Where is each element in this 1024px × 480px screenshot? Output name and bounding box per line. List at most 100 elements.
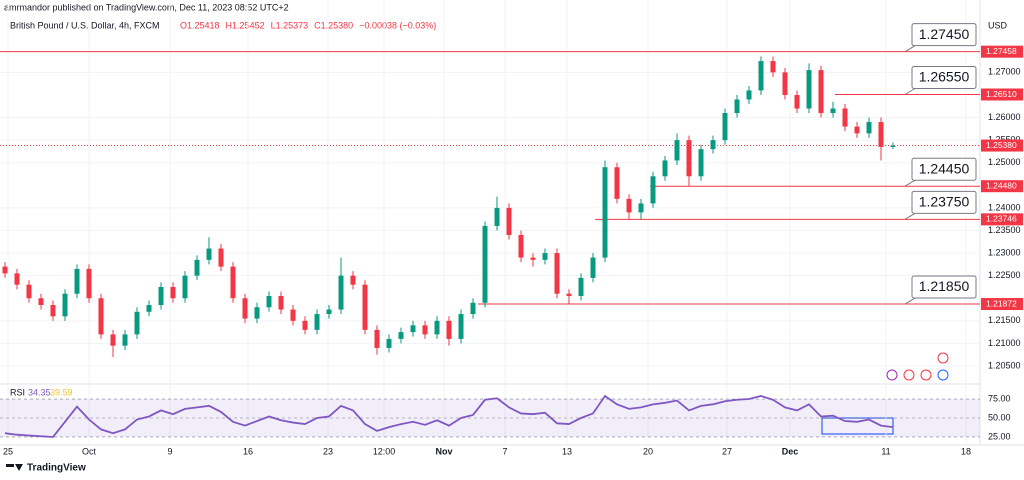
candle-body — [482, 225, 488, 303]
x-tick-label: Nov — [435, 446, 452, 456]
rsi-name: RSI — [10, 387, 25, 397]
candle-body — [650, 176, 656, 204]
x-tick-label: Oct — [82, 446, 97, 456]
callout-text: 1.27450 — [919, 26, 970, 42]
rsi-line — [4, 394, 894, 438]
candle-body — [494, 207, 500, 226]
candle-body — [62, 293, 68, 317]
callout-text: 1.23750 — [919, 194, 970, 210]
y-tick-label: 1.27000 — [988, 67, 1021, 77]
icons — [886, 352, 949, 381]
callout-pointer — [904, 297, 916, 305]
x-tick-label: 12:00 — [373, 446, 396, 456]
candle-body — [158, 286, 164, 306]
symbol: British Pound / U.S. Dollar, 4h, FXCM — [10, 20, 160, 30]
candle-body — [698, 149, 704, 177]
callout-box — [911, 23, 977, 47]
level-tag — [981, 180, 1023, 193]
candle-body — [434, 320, 440, 335]
x-tick-label: 18 — [961, 446, 971, 456]
candle-body — [74, 268, 80, 294]
candle-body — [170, 286, 176, 299]
ohlc-value: L1.25373 — [271, 20, 309, 30]
level-label: 1.24480 — [986, 180, 1017, 190]
candle-body — [38, 298, 44, 306]
candle-body — [26, 284, 32, 299]
x-tick-label: 13 — [562, 446, 572, 456]
candle-body — [758, 61, 764, 91]
rsi-annotation-box — [821, 417, 894, 435]
candle-body — [710, 140, 716, 150]
x-tick-label: 9 — [167, 446, 172, 456]
y-tick-label: 1.25500 — [988, 135, 1021, 145]
candle-body — [446, 320, 452, 339]
candle-body — [50, 305, 56, 317]
candle-body — [398, 332, 404, 339]
callout-text: 1.21850 — [919, 278, 970, 294]
candle-body — [86, 268, 92, 299]
candle-body — [314, 314, 320, 330]
callout-box — [911, 157, 977, 181]
candle-body — [374, 329, 380, 348]
candle-body — [458, 314, 464, 339]
candle-body — [590, 257, 596, 278]
level-tag — [981, 298, 1023, 311]
candle-body — [230, 266, 236, 299]
x-tick-label: 23 — [323, 446, 333, 456]
candle-body — [542, 253, 548, 260]
candle-body — [554, 253, 560, 294]
callout-box — [911, 66, 977, 90]
candle-body — [830, 108, 836, 114]
callout-pointer — [904, 88, 916, 95]
candle-body — [566, 293, 572, 296]
callout-box — [911, 275, 977, 299]
level-label: 1.23746 — [986, 214, 1017, 224]
rsi-tick-label: 75.00 — [988, 393, 1011, 403]
candle-body — [626, 198, 632, 213]
candle-body — [302, 320, 308, 330]
candle-body — [2, 266, 8, 274]
candle-body — [278, 295, 284, 310]
y-tick-label: 1.20500 — [988, 360, 1021, 370]
candle-body — [746, 90, 752, 100]
candle-body — [818, 70, 824, 114]
rsi-value: 34.35 — [28, 387, 51, 397]
y-tick-label: 1.21500 — [988, 315, 1021, 325]
ohlc-value: −0.00038 (−0.03%) — [359, 20, 436, 30]
level-label: 1.27458 — [986, 46, 1017, 56]
icon — [886, 369, 898, 381]
candle-body — [146, 305, 152, 312]
rsi-tick-label: 50.00 — [988, 412, 1011, 422]
x-tick-label: 7 — [502, 446, 507, 456]
candle-body — [386, 338, 392, 348]
y-tick-label: 1.23500 — [988, 225, 1021, 235]
x-tick-label: 27 — [722, 446, 732, 456]
level-label: 1.26510 — [986, 89, 1017, 99]
level-tag — [981, 45, 1023, 58]
level-tag — [981, 213, 1023, 226]
candle-body — [254, 307, 260, 319]
icon — [903, 369, 915, 381]
icon — [937, 369, 949, 381]
candle-body — [290, 309, 296, 321]
level-tag — [981, 139, 1023, 152]
callout-pointer — [904, 179, 916, 187]
candle-body — [578, 277, 584, 296]
y-tick-label: 1.23000 — [988, 247, 1021, 257]
candle-body — [182, 275, 188, 299]
callout-text: 1.26550 — [919, 69, 970, 85]
x-tick-label: 25 — [3, 446, 13, 456]
candle-body — [518, 234, 524, 258]
y-tick-label: 1.22500 — [988, 270, 1021, 280]
candle-body — [218, 248, 224, 267]
candle-body — [734, 99, 740, 114]
currency: USD — [988, 20, 1008, 30]
candle-body — [134, 311, 140, 335]
level-tag — [981, 88, 1023, 101]
candle-body — [662, 160, 668, 177]
ohlc-value: H1.25452 — [226, 20, 265, 30]
candle-body — [866, 122, 872, 134]
x-tick-label: 16 — [243, 446, 253, 456]
x-tick-label: 20 — [643, 446, 653, 456]
